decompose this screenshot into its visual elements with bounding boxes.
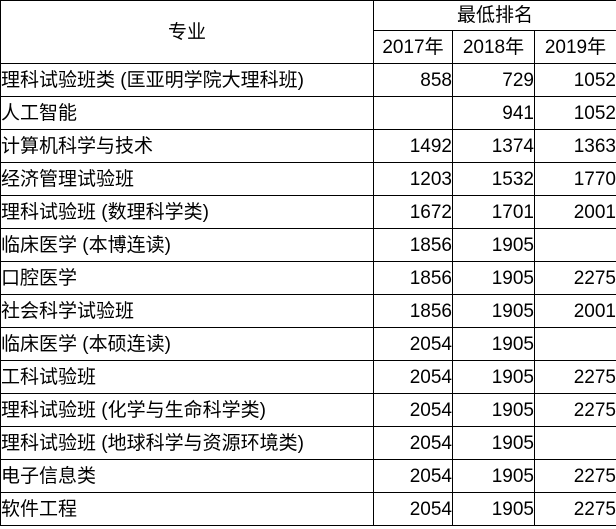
rank-cell-2018: 1905 <box>452 492 535 526</box>
rank-cell-2019: 2275 <box>534 459 616 493</box>
rank-cell-2018: 1905 <box>452 261 535 295</box>
rank-cell-2018: 729 <box>452 63 535 97</box>
table-row: 临床医学 (本博连读) 1856 1905 <box>0 228 616 262</box>
table-row: 理科试验班类 (匡亚明学院大理科班) 858 729 1052 <box>0 63 616 97</box>
rank-cell-2017 <box>373 96 453 130</box>
table-row: 理科试验班 (数理科学类) 1672 1701 2001 <box>0 195 616 229</box>
rank-cell-2017: 2054 <box>373 327 453 361</box>
major-cell: 理科试验班类 (匡亚明学院大理科班) <box>0 63 374 97</box>
major-cell: 电子信息类 <box>0 459 374 493</box>
table-row: 理科试验班 (化学与生命科学类) 2054 1905 2275 <box>0 393 616 427</box>
table-row: 软件工程 2054 1905 2275 <box>0 492 616 526</box>
rank-cell-2017: 2054 <box>373 459 453 493</box>
rank-cell-2019: 1770 <box>534 162 616 196</box>
rank-cell-2019: 2275 <box>534 492 616 526</box>
rank-cell-2017: 1492 <box>373 129 453 163</box>
rank-cell-2018: 1905 <box>452 327 535 361</box>
rank-cell-2019: 1052 <box>534 96 616 130</box>
rank-cell-2017: 2054 <box>373 360 453 394</box>
rank-cell-2017: 1856 <box>373 294 453 328</box>
rank-cell-2019 <box>534 327 616 361</box>
table-row: 理科试验班 (地球科学与资源环境类) 2054 1905 <box>0 426 616 460</box>
rank-cell-2017: 1672 <box>373 195 453 229</box>
rank-cell-2018: 1905 <box>452 459 535 493</box>
major-cell: 工科试验班 <box>0 360 374 394</box>
rank-cell-2019: 1052 <box>534 63 616 97</box>
year-header-2017: 2017年 <box>373 30 453 64</box>
table-row: 临床医学 (本硕连读) 2054 1905 <box>0 327 616 361</box>
rank-cell-2018: 1905 <box>452 294 535 328</box>
rank-cell-2017: 858 <box>373 63 453 97</box>
table-row: 工科试验班 2054 1905 2275 <box>0 360 616 394</box>
rank-cell-2019 <box>534 228 616 262</box>
rank-cell-2019: 2275 <box>534 360 616 394</box>
major-cell: 口腔医学 <box>0 261 374 295</box>
rank-cell-2017: 1856 <box>373 261 453 295</box>
rank-cell-2018: 1532 <box>452 162 535 196</box>
rank-cell-2018: 941 <box>452 96 535 130</box>
year-header-2019: 2019年 <box>534 30 616 64</box>
rank-cell-2017: 1203 <box>373 162 453 196</box>
major-cell: 理科试验班 (地球科学与资源环境类) <box>0 426 374 460</box>
major-cell: 理科试验班 (化学与生命科学类) <box>0 393 374 427</box>
rank-cell-2017: 2054 <box>373 426 453 460</box>
rank-cell-2019: 2275 <box>534 261 616 295</box>
rank-cell-2017: 1856 <box>373 228 453 262</box>
table-row: 口腔医学 1856 1905 2275 <box>0 261 616 295</box>
rank-cell-2018: 1905 <box>452 360 535 394</box>
major-cell: 经济管理试验班 <box>0 162 374 196</box>
major-cell: 理科试验班 (数理科学类) <box>0 195 374 229</box>
rank-cell-2018: 1905 <box>452 228 535 262</box>
year-header-2018: 2018年 <box>452 30 535 64</box>
major-cell: 临床医学 (本博连读) <box>0 228 374 262</box>
table-row: 人工智能 941 1052 <box>0 96 616 130</box>
major-column-header: 专业 <box>0 0 374 64</box>
major-cell: 计算机科学与技术 <box>0 129 374 163</box>
major-cell: 人工智能 <box>0 96 374 130</box>
rank-cell-2019: 2275 <box>534 393 616 427</box>
rank-cell-2018: 1374 <box>452 129 535 163</box>
rank-cell-2017: 2054 <box>373 393 453 427</box>
rank-cell-2019 <box>534 426 616 460</box>
header-row-group: 专业 最低排名 <box>0 0 616 64</box>
rank-cell-2019: 2001 <box>534 195 616 229</box>
rank-cell-2018: 1701 <box>452 195 535 229</box>
major-cell: 软件工程 <box>0 492 374 526</box>
rank-cell-2019: 2001 <box>534 294 616 328</box>
rank-cell-2018: 1905 <box>452 426 535 460</box>
table-row: 电子信息类 2054 1905 2275 <box>0 459 616 493</box>
rank-cell-2017: 2054 <box>373 492 453 526</box>
table-row: 经济管理试验班 1203 1532 1770 <box>0 162 616 196</box>
major-cell: 临床医学 (本硕连读) <box>0 327 374 361</box>
table-row: 社会科学试验班 1856 1905 2001 <box>0 294 616 328</box>
major-cell: 社会科学试验班 <box>0 294 374 328</box>
table-row: 计算机科学与技术 1492 1374 1363 <box>0 129 616 163</box>
min-ranking-group-header: 最低排名 <box>373 0 616 31</box>
rank-cell-2018: 1905 <box>452 393 535 427</box>
rank-cell-2019: 1363 <box>534 129 616 163</box>
